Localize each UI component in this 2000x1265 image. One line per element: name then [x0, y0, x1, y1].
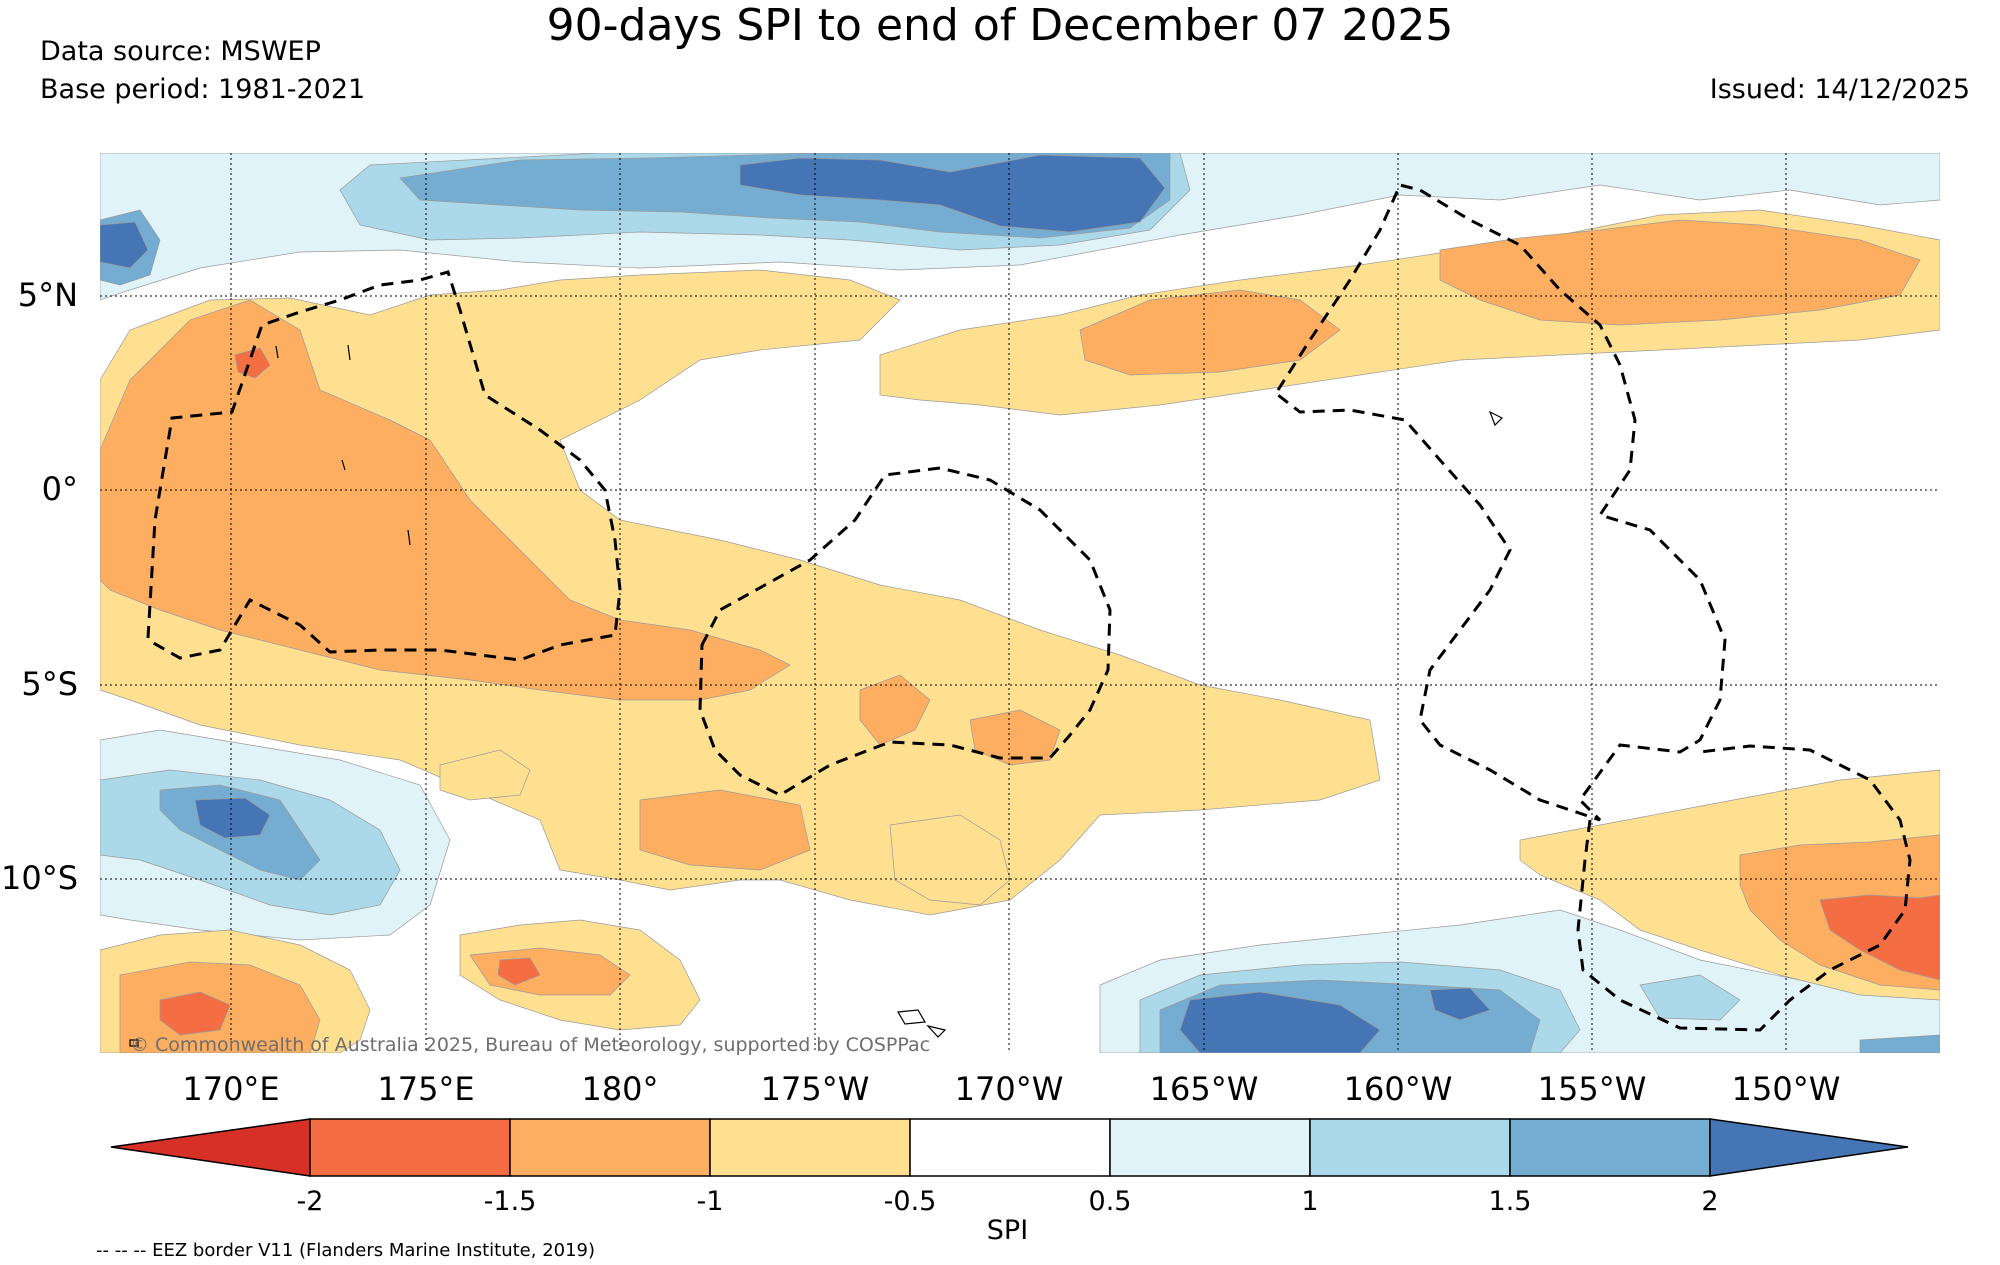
- island-outline: [926, 1024, 947, 1038]
- colorbar-tick: -2: [296, 1186, 324, 1217]
- eez-border-kiribati-gilbert: [146, 270, 622, 662]
- lon-tick-155W: 155°W: [1537, 1070, 1647, 1108]
- lat-tick-5S: 5°S: [21, 665, 78, 703]
- colorbar-swatch-neg2-neg1.5: [309, 1118, 511, 1177]
- island-outline: [1488, 410, 1504, 427]
- colorbar-tick: -0.5: [883, 1186, 937, 1217]
- map-area: [100, 153, 1940, 1053]
- eez-border-cook-islands: [1576, 744, 1912, 1032]
- colorbar-tick: -1: [696, 1186, 724, 1217]
- graticule: [100, 153, 1940, 1053]
- wet-region-north-band-3: [739, 154, 1166, 233]
- wet-anomaly-regions: [100, 153, 1940, 1053]
- colorbar-swatch-0.5-1: [1109, 1118, 1311, 1177]
- colorbar: [110, 1118, 1909, 1177]
- islands: [129, 344, 1504, 1047]
- colorbar-swatch-1.5-2: [1509, 1118, 1711, 1177]
- colorbar-swatch-neutral: [909, 1118, 1111, 1177]
- lon-tick-175E: 175°E: [377, 1070, 475, 1108]
- dry-region-central-1: [100, 299, 791, 701]
- wet-region-southwest-3: [194, 797, 271, 839]
- wet-region-southeast-3: [1179, 987, 1491, 1053]
- colorbar-label: SPI: [986, 1215, 1029, 1246]
- map-title: 90-days SPI to end of December 07 2025: [546, 0, 1454, 51]
- colorbar-swatch-neg1-neg0.5: [709, 1118, 911, 1177]
- island-outline: [129, 1039, 139, 1047]
- island-outline: [897, 1009, 926, 1025]
- colorbar-tick: 1.5: [1488, 1186, 1532, 1217]
- colorbar-tick: 2: [1701, 1186, 1719, 1217]
- lat-tick-5N: 5°N: [17, 276, 78, 314]
- island-outline: [275, 344, 411, 546]
- dry-region-southwest-dry-2: [159, 957, 541, 1036]
- lon-tick-160W: 160°W: [1343, 1070, 1453, 1108]
- lat-tick-0: 0°: [41, 470, 78, 508]
- lon-tick-170E: 170°E: [182, 1070, 280, 1108]
- dry-region-central: [100, 269, 1381, 916]
- dry-region-central-2: [234, 347, 271, 379]
- issued-date-label: Issued: 14/12/2025: [1709, 74, 1970, 105]
- dry-region-northeast-1: [1079, 219, 1921, 376]
- eez-borders: [146, 183, 1912, 1032]
- lon-tick-180: 180°: [581, 1070, 659, 1108]
- eez-border-line-islands: [1276, 183, 1727, 822]
- data-source-label: Data source: MSWEP: [40, 36, 321, 67]
- copyright-notice: © Commonwealth of Australia 2025, Bureau…: [130, 1034, 931, 1056]
- lon-tick-150W: 150°W: [1731, 1070, 1841, 1108]
- lon-tick-165W: 165°W: [1149, 1070, 1259, 1108]
- dry-anomaly-regions: [100, 209, 1940, 1053]
- colorbar-tick: -1.5: [483, 1186, 537, 1217]
- wet-region-northwest-core: [100, 221, 149, 269]
- colorbar-tick: 0.5: [1088, 1186, 1132, 1217]
- lon-tick-175W: 175°W: [760, 1070, 870, 1108]
- colorbar-swatch-neg1.5-neg1: [509, 1118, 711, 1177]
- colorbar-swatch-1-1.5: [1309, 1118, 1511, 1177]
- colorbar-swatch-lt-neg2: [110, 1118, 311, 1177]
- dry-region-southeast-2: [1819, 894, 1940, 981]
- eez-footnote: -- -- -- EEZ border V11 (Flanders Marine…: [96, 1240, 596, 1261]
- colorbar-swatch-gt-2: [1709, 1118, 1909, 1177]
- base-period-label: Base period: 1981-2021: [40, 74, 366, 105]
- eez-border-phoenix: [698, 466, 1112, 797]
- colorbar-tick: 1: [1301, 1186, 1319, 1217]
- lat-tick-10S: 10°S: [0, 859, 78, 897]
- lon-tick-170W: 170°W: [954, 1070, 1064, 1108]
